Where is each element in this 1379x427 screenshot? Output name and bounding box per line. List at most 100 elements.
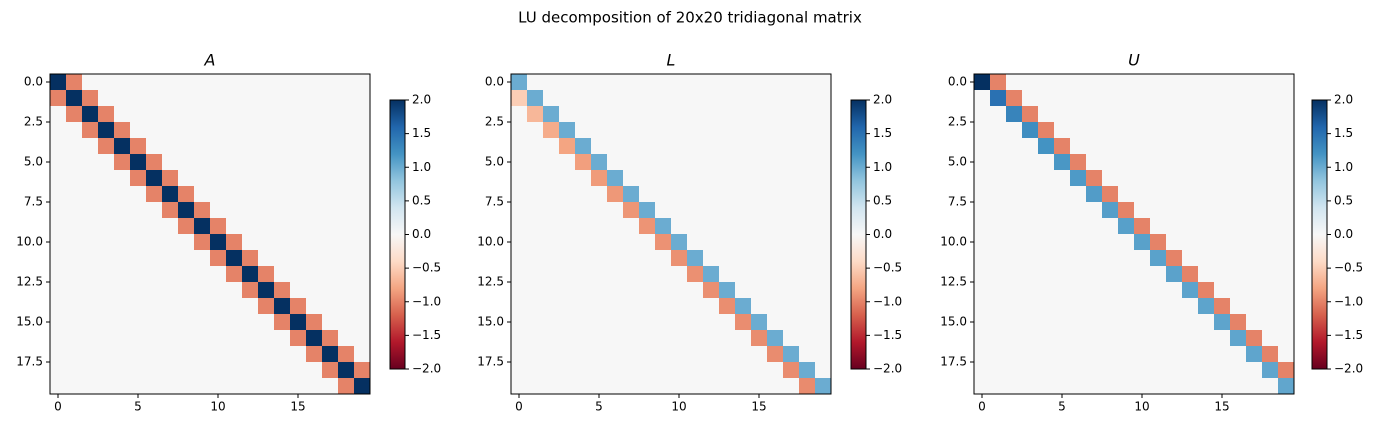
cell [1054, 234, 1071, 251]
cell [703, 218, 720, 235]
cell [655, 330, 672, 347]
cell [783, 266, 800, 283]
cell [703, 106, 720, 123]
cell [1038, 234, 1055, 251]
cell [591, 282, 608, 299]
cell [1102, 218, 1119, 235]
cell [687, 138, 704, 155]
colorbar-tick-label: −2.0 [412, 362, 441, 376]
cell [258, 202, 275, 219]
cell [290, 234, 307, 251]
cell [1006, 282, 1023, 299]
cell [735, 138, 752, 155]
cell [639, 314, 656, 331]
suptitle: LU decomposition of 20x20 tridiagonal ma… [518, 9, 862, 27]
cell [1118, 202, 1135, 219]
cell [1166, 378, 1183, 395]
cell [66, 122, 83, 139]
colorbar-tick-label: 2.0 [412, 93, 431, 107]
cell [591, 250, 608, 267]
cell [623, 298, 640, 315]
cell [210, 234, 227, 251]
cell [623, 330, 640, 347]
cell [527, 234, 544, 251]
cell [1022, 234, 1039, 251]
cell [290, 74, 307, 91]
cell [354, 298, 371, 315]
cell [559, 266, 576, 283]
cell [1278, 346, 1295, 363]
cell [274, 122, 291, 139]
cell [623, 74, 640, 91]
cell [1182, 74, 1199, 91]
cell [258, 282, 275, 299]
cell [226, 330, 243, 347]
cell [607, 74, 624, 91]
cell [146, 362, 163, 379]
x-tick-label: 10 [210, 400, 225, 414]
cell [242, 250, 259, 267]
cell [1150, 314, 1167, 331]
cell [242, 378, 259, 395]
cell [338, 122, 355, 139]
cell [639, 266, 656, 283]
cell [671, 282, 688, 299]
cell [671, 154, 688, 171]
cell [1070, 378, 1087, 395]
cell [258, 122, 275, 139]
cell [559, 250, 576, 267]
cell [162, 250, 179, 267]
cell [655, 314, 672, 331]
cell [1166, 266, 1183, 283]
cell [50, 282, 67, 299]
cell [575, 106, 592, 123]
cell [1198, 330, 1215, 347]
cell [306, 122, 323, 139]
cell [258, 138, 275, 155]
cell [1102, 378, 1119, 395]
cell [703, 250, 720, 267]
cell [226, 362, 243, 379]
cell [1246, 218, 1263, 235]
cell [1022, 154, 1039, 171]
cell [242, 346, 259, 363]
cell [543, 138, 560, 155]
cell [1070, 234, 1087, 251]
cell [1262, 186, 1279, 203]
cell [687, 90, 704, 107]
cell [1022, 378, 1039, 395]
colorbar-tick-label: 0.0 [1334, 227, 1353, 241]
cell [322, 218, 339, 235]
y-tick-label: 5.0 [24, 155, 43, 169]
cell [559, 314, 576, 331]
cell [1038, 282, 1055, 299]
cell [1086, 74, 1103, 91]
cell [783, 186, 800, 203]
cell [290, 346, 307, 363]
cell [703, 74, 720, 91]
cell [591, 378, 608, 395]
cell [98, 250, 115, 267]
x-tick-label: 10 [671, 400, 686, 414]
cell [735, 74, 752, 91]
cell [543, 74, 560, 91]
cell [354, 122, 371, 139]
cell [1134, 138, 1151, 155]
cell [1118, 314, 1135, 331]
cell [66, 362, 83, 379]
cell [815, 74, 832, 91]
cell [1198, 154, 1215, 171]
cell [1198, 266, 1215, 283]
cell [799, 218, 816, 235]
cell [98, 186, 115, 203]
cell [1246, 346, 1263, 363]
cell [687, 314, 704, 331]
cell [98, 154, 115, 171]
cell [1182, 298, 1199, 315]
cell [527, 266, 544, 283]
cell [258, 266, 275, 283]
cell [559, 330, 576, 347]
cell [655, 346, 672, 363]
cell [306, 330, 323, 347]
cell [527, 186, 544, 203]
